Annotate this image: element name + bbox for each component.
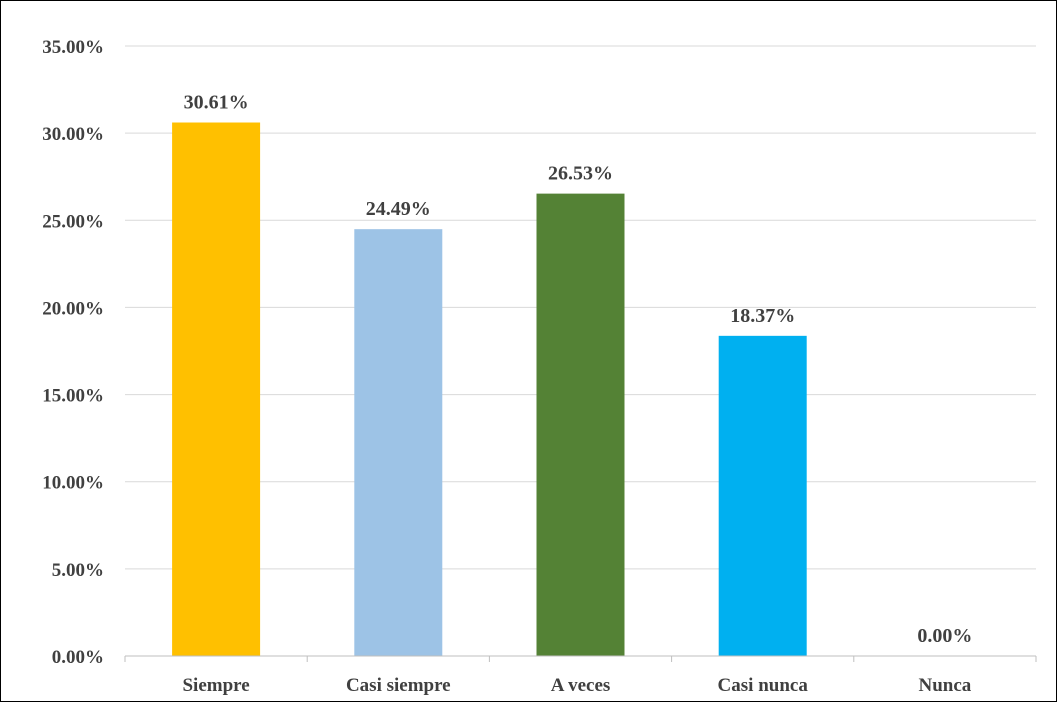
y-tick-label: 20.00% (42, 298, 104, 319)
y-tick-label: 30.00% (42, 124, 104, 145)
y-tick-label: 35.00% (42, 37, 104, 58)
x-axis-category-labels: Siempre Casi siempre A veces Casi nunca Nunc… (182, 675, 971, 696)
data-labels: 30.61% 24.49% 26.53% 18.37% 0.00% (184, 92, 973, 647)
y-tick-label: 5.00% (52, 560, 104, 581)
data-label: 30.61% (184, 92, 249, 114)
bar-siempre (172, 122, 261, 657)
data-label: 18.37% (730, 305, 795, 327)
category-label: A veces (551, 675, 611, 696)
y-tick-label: 0.00% (52, 647, 104, 668)
data-label: 26.53% (548, 163, 613, 185)
bars (172, 122, 807, 657)
y-tick-label: 10.00% (42, 473, 104, 494)
bar-casi-nunca (718, 335, 807, 656)
category-label: Nunca (919, 675, 972, 696)
category-label: Casi siempre (346, 675, 451, 696)
y-tick-label: 15.00% (42, 386, 104, 407)
category-label: Siempre (182, 675, 249, 696)
y-tick-label: 25.00% (42, 211, 104, 232)
category-label: Casi nunca (718, 675, 809, 696)
y-axis-tick-labels: 0.00% 5.00% 10.00% 15.00% 20.00% 25.00% 30.00%… (42, 37, 104, 668)
bar-a-veces (536, 193, 625, 656)
x-axis (124, 655, 1037, 662)
data-label: 0.00% (917, 625, 972, 647)
data-label: 24.49% (366, 198, 431, 220)
bar-casi-siempre (354, 229, 443, 656)
